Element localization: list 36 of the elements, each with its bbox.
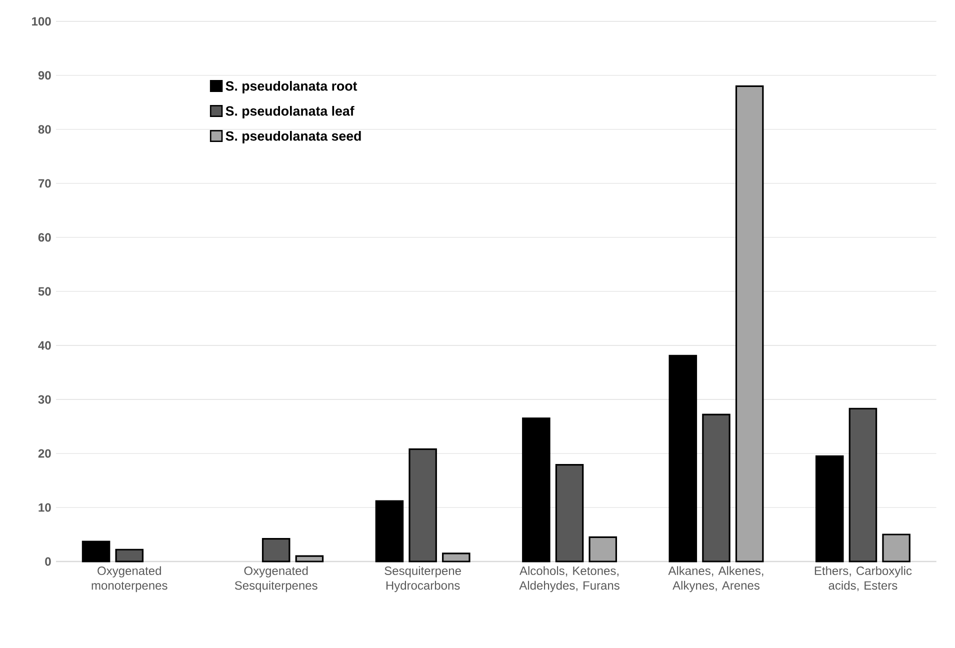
bar	[735, 85, 764, 562]
bar	[82, 540, 110, 562]
x-tick-label: Oxygenated Sesquiterpenes	[234, 566, 318, 592]
bar	[522, 417, 550, 562]
x-tick-label: Alcohols, Ketones, Aldehydes, Furans	[519, 566, 620, 592]
bar	[408, 448, 437, 562]
bar	[668, 354, 698, 562]
legend-label: S. pseudolanata root	[226, 80, 358, 94]
bar	[375, 500, 404, 562]
x-tick-label: Alkanes, Alkenes, Alkynes, Arenes	[668, 566, 764, 592]
bar	[115, 548, 144, 562]
x-tick-label: Ethers, Carboxylic acids, Esters	[814, 566, 912, 592]
bar	[555, 464, 584, 562]
bar	[815, 455, 844, 562]
bar	[588, 536, 618, 562]
bar	[882, 534, 910, 562]
y-tick-label: 80	[38, 125, 51, 134]
y-tick-label: 100	[32, 16, 51, 26]
legend-label: S. pseudolanata seed	[226, 130, 361, 144]
bar	[262, 538, 290, 562]
y-tick-label: 30	[38, 395, 51, 404]
bar	[702, 414, 730, 562]
x-tick-label: Sesquiterpene Hydrocarbons	[384, 566, 461, 592]
bar	[848, 408, 878, 562]
y-tick-label: 70	[38, 179, 51, 188]
y-tick-label: 10	[38, 503, 51, 512]
bar	[442, 552, 470, 562]
y-tick-label: 20	[38, 449, 51, 458]
y-tick-label: 60	[38, 233, 51, 242]
x-tick-label: Oxygenated monoterpenes	[92, 566, 168, 592]
y-tick-label: 50	[38, 287, 51, 296]
bar	[295, 555, 324, 562]
legend-label: S. pseudolanata leaf	[226, 106, 354, 118]
y-tick-label: 40	[38, 341, 51, 350]
y-tick-label: 0	[45, 557, 51, 566]
y-tick-label: 90	[38, 70, 51, 80]
